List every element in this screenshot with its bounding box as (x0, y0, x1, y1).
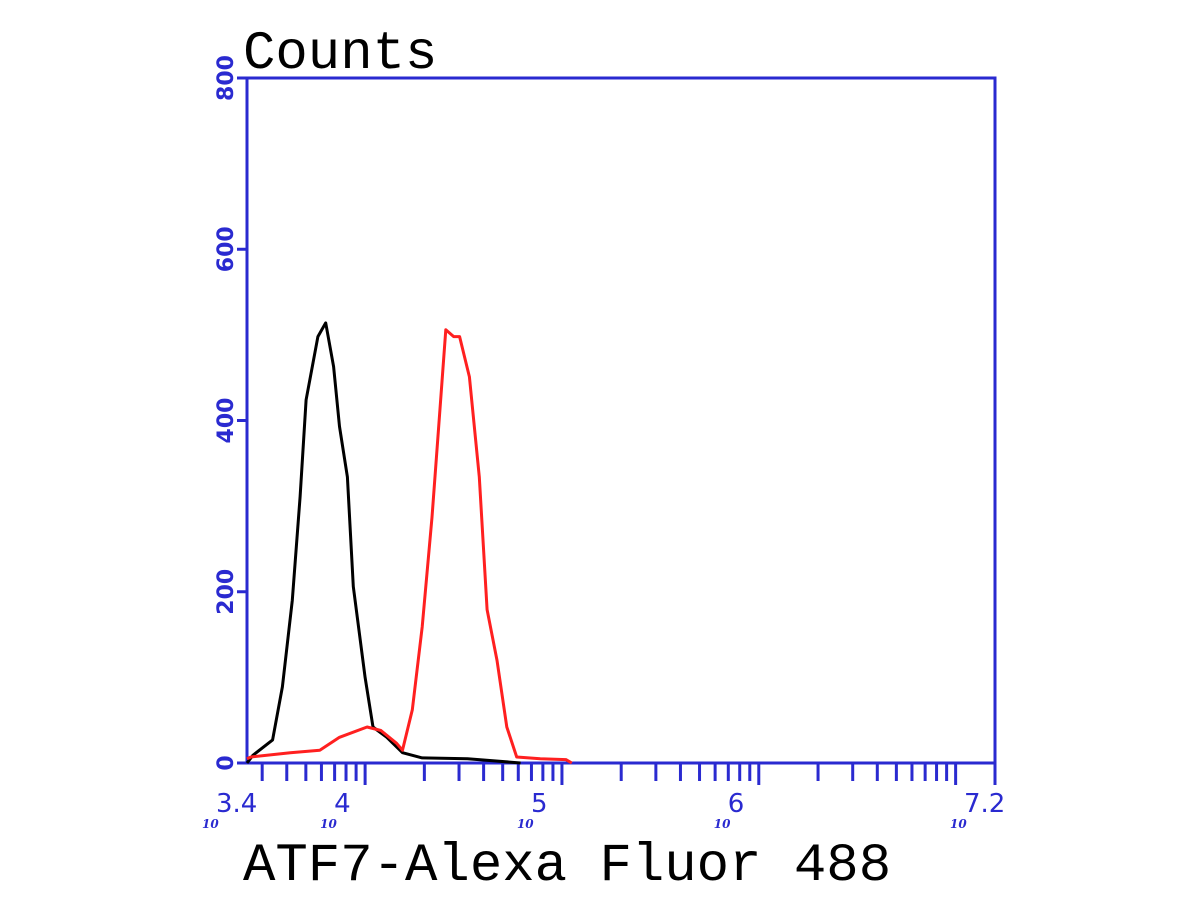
y-tick-label: 800 (214, 55, 239, 101)
x-axis-label: ATF7-Alexa Fluor 488 (243, 836, 891, 897)
y-tick-label: 200 (214, 569, 239, 615)
x-tick-exponent: 5 (531, 789, 548, 819)
x-tick-label: 106 (714, 789, 745, 831)
x-tick-exponent: 6 (728, 789, 745, 819)
x-tick-label: 104 (320, 789, 351, 831)
x-tick-label: 103.4 (202, 789, 257, 831)
series-line-1 (246, 328, 573, 765)
x-tick-base: 10 (202, 817, 219, 831)
y-tick-label: 600 (214, 226, 239, 272)
y-tick-label: 0 (214, 755, 239, 770)
y-tick-label: 400 (214, 398, 239, 444)
x-tick-exponent: 3.4 (216, 789, 257, 819)
series-line-0 (245, 321, 521, 765)
x-tick-base: 10 (320, 817, 337, 831)
x-tick-exponent: 4 (334, 789, 351, 819)
chart-title: Counts (243, 24, 437, 85)
x-tick-base: 10 (950, 817, 967, 831)
x-tick-base: 10 (714, 817, 731, 831)
x-tick-exponent: 7.2 (964, 789, 1005, 819)
x-tick-label: 107.2 (950, 789, 1005, 831)
x-tick-label: 105 (517, 789, 548, 831)
x-tick-base: 10 (517, 817, 534, 831)
plot-frame (245, 76, 997, 765)
